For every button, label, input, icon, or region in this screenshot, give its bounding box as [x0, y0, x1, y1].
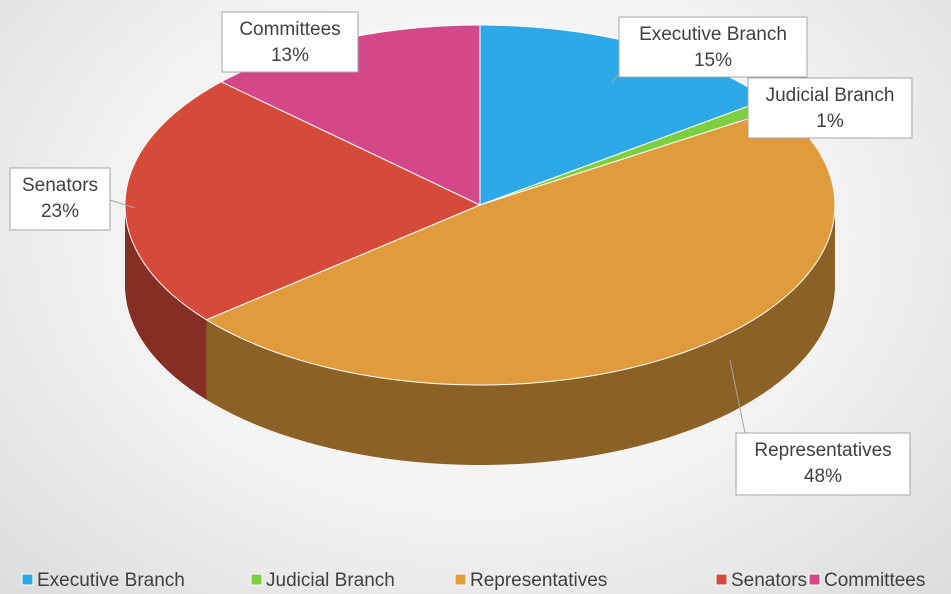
- leader-line: [109, 199, 136, 209]
- data-label-name: Senators: [22, 175, 98, 196]
- legend-label: Executive Branch: [37, 570, 185, 591]
- legend-swatch: [454, 573, 467, 586]
- data-label-box: [9, 167, 111, 231]
- data-label-name: Executive Branch: [639, 24, 787, 45]
- data-label-value: 23%: [41, 201, 79, 222]
- data-label-value: 13%: [271, 45, 309, 66]
- legend-swatch: [21, 573, 34, 586]
- leader-line: [729, 359, 746, 434]
- data-label-value: 15%: [694, 50, 732, 71]
- data-label-box: [221, 11, 359, 73]
- data-label-name: Judicial Branch: [766, 85, 895, 106]
- legend-swatch: [715, 573, 728, 586]
- slice-side: [125, 205, 207, 400]
- slice: [205, 107, 836, 386]
- legend-label: Senators: [731, 570, 807, 591]
- data-label-value: 48%: [804, 466, 842, 487]
- legend-label: Representatives: [470, 570, 607, 591]
- legend-swatch: [250, 573, 263, 586]
- data-label-box: [747, 77, 913, 139]
- legend-label: Committees: [824, 570, 925, 591]
- slice: [124, 81, 482, 321]
- leader-line: [736, 117, 749, 122]
- slice-side: [206, 205, 836, 465]
- legend-swatch: [808, 573, 821, 586]
- data-label-name: Representatives: [754, 440, 891, 461]
- data-label-box: [618, 16, 808, 78]
- legend-label: Judicial Branch: [266, 570, 395, 591]
- data-label-value: 1%: [816, 111, 844, 132]
- data-label-box: [735, 432, 911, 496]
- data-label-name: Committees: [239, 19, 340, 40]
